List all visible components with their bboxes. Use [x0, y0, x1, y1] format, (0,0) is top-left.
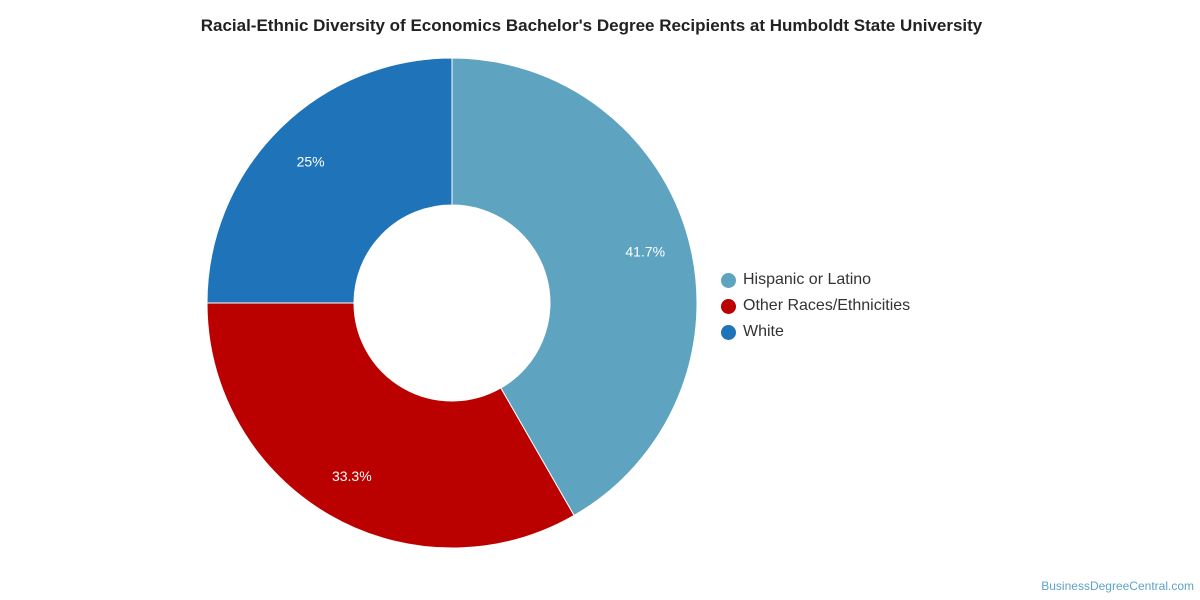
legend-item-white[interactable]: White [721, 319, 910, 345]
legend-item-hispanic-or-latino[interactable]: Hispanic or Latino [721, 267, 910, 293]
legend-label: Other Races/Ethnicities [743, 297, 911, 314]
slice-hispanic-or-latino[interactable] [451, 57, 698, 517]
legend-item-other-races-ethnicities[interactable]: Other Races/Ethnicities [721, 293, 910, 319]
slice-white[interactable] [206, 57, 453, 304]
legend-swatch [721, 298, 736, 314]
chart-legend: Hispanic or Latino Other Races/Ethnicitie… [721, 267, 910, 345]
data-labels-layer: 41.7% 33.3% 25% [297, 154, 666, 485]
legend-label: White [743, 323, 784, 340]
legend-label: Hispanic or Latino [743, 271, 872, 288]
slice-other-races-ethnicities[interactable] [206, 302, 575, 549]
source-credit[interactable]: BusinessDegreeCentral.com [1041, 579, 1194, 593]
slices-layer [206, 57, 698, 549]
data-label-hispanic-or-latino: 41.7% [625, 243, 665, 259]
data-label-other-races-ethnicities: 33.3% [332, 468, 372, 484]
data-label-white: 25% [297, 154, 325, 170]
chart-title: Racial-Ethnic Diversity of Economics Bac… [200, 16, 983, 35]
legend-swatch [721, 324, 736, 340]
legend-swatch [721, 272, 736, 288]
